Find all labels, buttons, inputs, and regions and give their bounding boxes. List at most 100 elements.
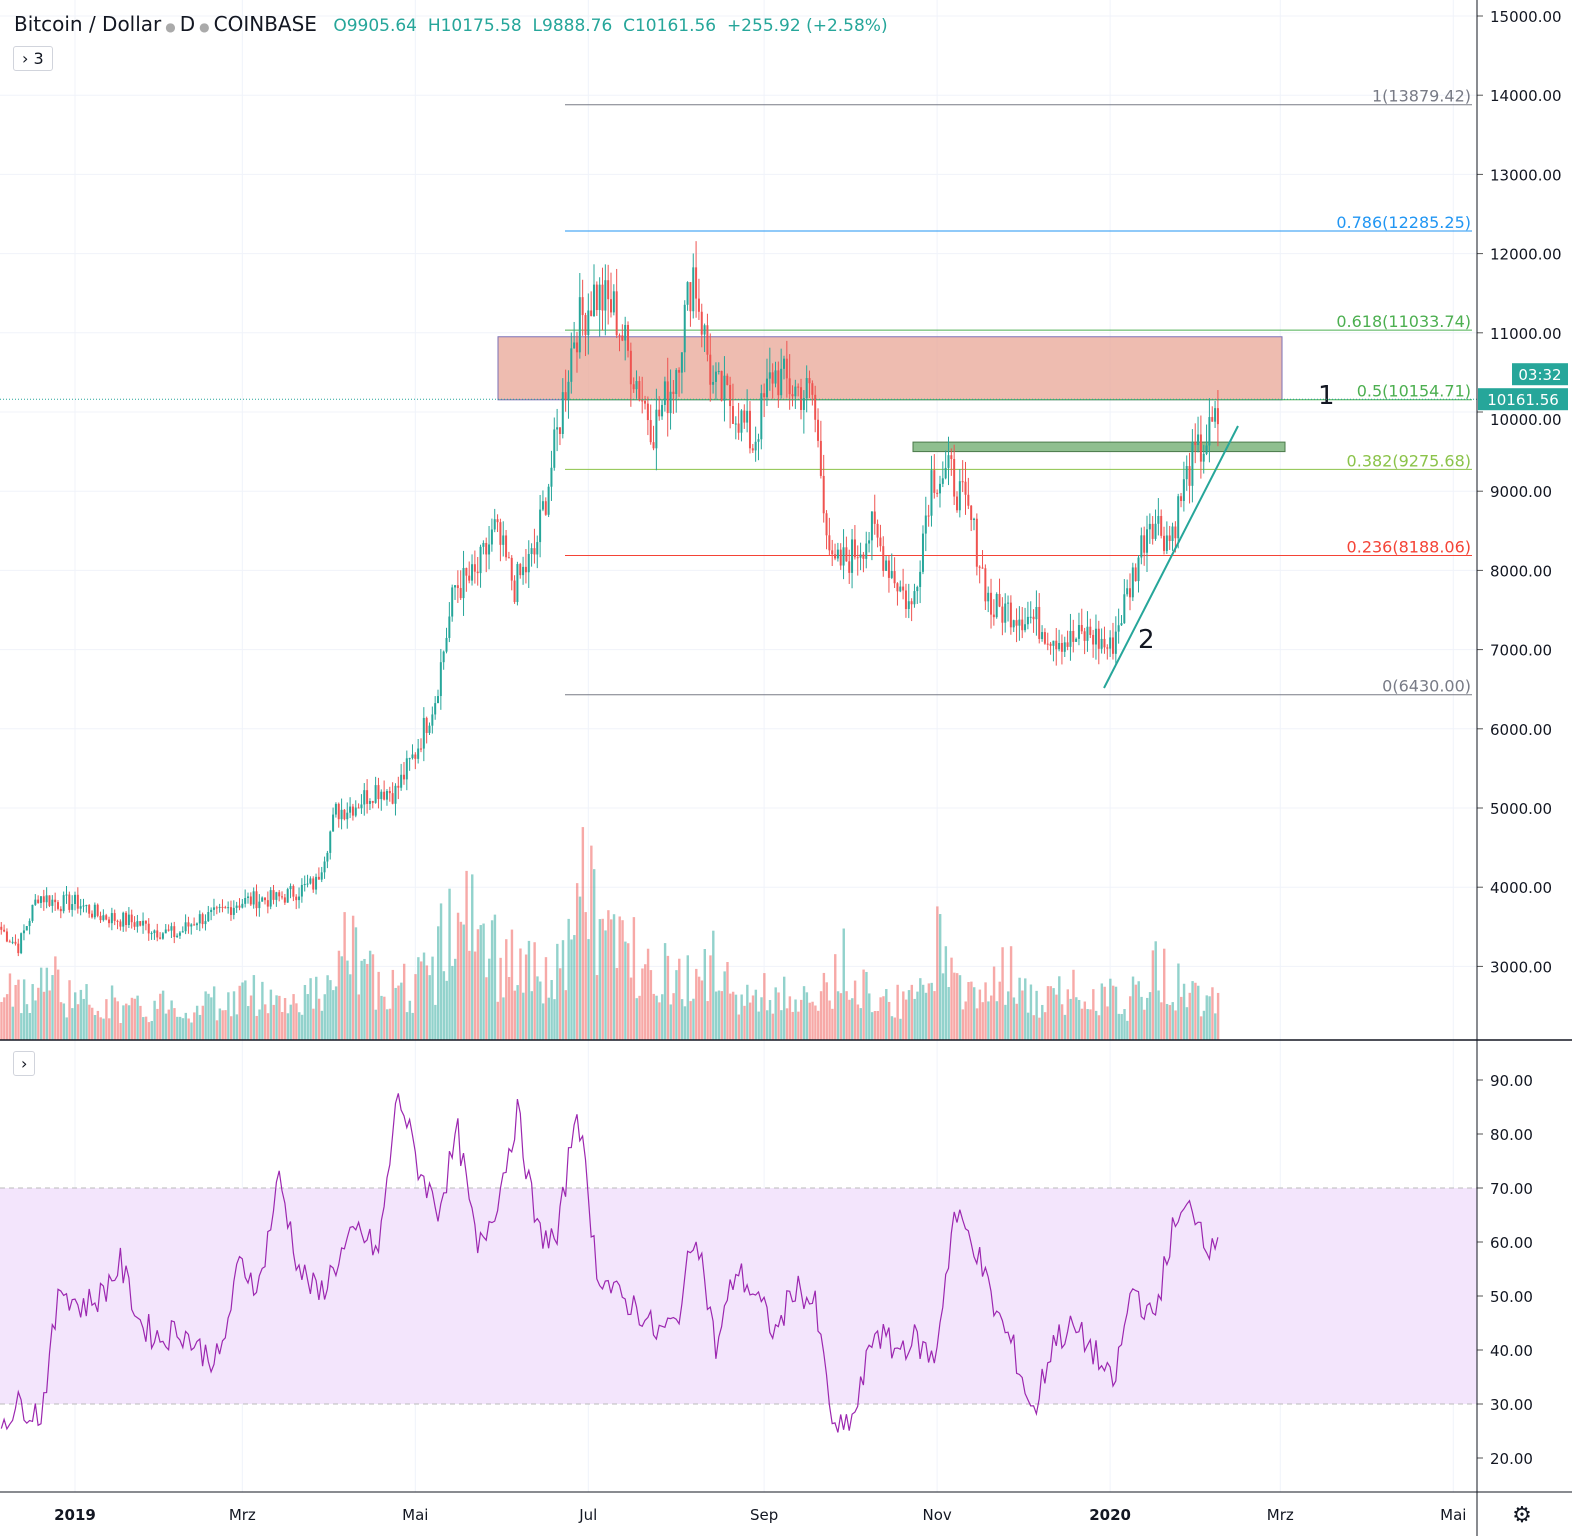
- candle-body: [587, 310, 590, 336]
- rsi-tick-label: 50.00: [1490, 1288, 1533, 1306]
- candle-body: [340, 809, 343, 820]
- candle-body: [556, 427, 559, 430]
- volume-bar: [312, 1008, 315, 1040]
- current-price-value: 10161.56: [1487, 391, 1559, 409]
- volume-bar: [125, 1003, 128, 1040]
- rsi-tick-label: 90.00: [1490, 1072, 1533, 1090]
- volume-bar: [1075, 997, 1078, 1040]
- candle-body: [147, 923, 150, 934]
- candle-body: [814, 394, 817, 420]
- volume-bar: [575, 883, 579, 1040]
- volume-bar: [303, 984, 307, 1040]
- volume-bar: [771, 1013, 775, 1040]
- volume-bar: [405, 1012, 409, 1040]
- candle-body: [975, 518, 978, 567]
- rsi-tick-label: 60.00: [1490, 1234, 1533, 1252]
- volume-bar: [904, 999, 908, 1040]
- candle-body: [1165, 535, 1168, 551]
- rsi-toggle-button[interactable]: ›: [13, 1051, 36, 1076]
- candle-body: [1211, 417, 1214, 422]
- candle-body: [190, 924, 193, 927]
- candle-body: [1058, 642, 1061, 650]
- candle-body: [785, 358, 788, 379]
- candle-body: [1123, 594, 1126, 624]
- volume-bar: [371, 954, 375, 1040]
- candle-body: [272, 890, 275, 900]
- volume-bar: [1100, 983, 1104, 1040]
- candle-body: [366, 790, 369, 804]
- volume-bar: [519, 948, 522, 1040]
- volume-bar: [828, 1000, 831, 1040]
- volume-bar: [530, 991, 533, 1040]
- volume-bar: [561, 940, 565, 1040]
- candle-body: [479, 546, 482, 574]
- candle-body: [468, 575, 471, 581]
- symbol-name[interactable]: Bitcoin / Dollar: [14, 12, 162, 36]
- volume-bar: [885, 989, 888, 1040]
- volume-bar: [1180, 996, 1183, 1040]
- candle-body: [238, 905, 241, 908]
- volume-bar: [717, 990, 721, 1040]
- volume-bar: [156, 1008, 159, 1040]
- time-tick-label: Nov: [923, 1506, 952, 1524]
- fib-level-label: 0(6430.00): [1382, 677, 1471, 696]
- volume-bar: [210, 997, 213, 1040]
- indicators-toggle-button[interactable]: › 3: [13, 46, 53, 71]
- volume-bar: [1032, 1015, 1035, 1040]
- interval[interactable]: D: [179, 12, 196, 36]
- volume-bar: [936, 906, 939, 1040]
- candle-body: [851, 539, 854, 573]
- gear-icon[interactable]: ⚙: [1512, 1503, 1532, 1528]
- volume-bar: [941, 973, 945, 1040]
- candle-body: [176, 935, 179, 937]
- candle-body: [298, 896, 301, 901]
- candle-body: [1120, 623, 1123, 626]
- candle-body: [748, 410, 751, 449]
- candle-body: [973, 518, 976, 521]
- candle-body: [295, 896, 298, 901]
- candle-body: [391, 793, 394, 804]
- candle-body: [927, 515, 930, 517]
- volume-bar: [184, 1012, 188, 1040]
- volume-bar: [907, 990, 911, 1040]
- candle-body: [1168, 535, 1171, 541]
- candle-body: [122, 912, 125, 927]
- volume-bar: [1083, 1001, 1087, 1040]
- candle-body: [184, 922, 187, 932]
- volume-bar: [385, 1009, 389, 1040]
- candle-body: [564, 392, 567, 401]
- candle-body: [108, 919, 111, 924]
- volume-bar: [564, 990, 568, 1040]
- candle-body: [130, 914, 133, 923]
- volume-bar: [788, 996, 792, 1040]
- candle-body: [227, 907, 230, 909]
- candle-body: [578, 297, 581, 353]
- volume-bar: [272, 1004, 275, 1040]
- volume-bar: [485, 977, 488, 1040]
- candle-body: [451, 587, 454, 617]
- volume-bar: [1043, 1012, 1047, 1040]
- candle-body: [689, 282, 692, 312]
- volume-bar: [11, 1006, 15, 1040]
- candle-body: [1151, 523, 1154, 539]
- volume-bar: [493, 914, 497, 1040]
- volume-bar: [227, 992, 230, 1040]
- candle-body: [595, 284, 598, 311]
- candle-body: [879, 537, 882, 547]
- candle-body: [442, 651, 445, 663]
- volume-bar: [567, 918, 570, 1040]
- volume-bar: [808, 1002, 811, 1040]
- candle-body: [717, 370, 720, 372]
- candle-body: [246, 896, 249, 898]
- volume-bar: [539, 981, 542, 1040]
- volume-bar: [933, 991, 936, 1040]
- volume-bar: [783, 976, 786, 1040]
- candle-body: [1177, 496, 1180, 539]
- candle-body: [320, 872, 323, 880]
- candle-body: [615, 291, 618, 336]
- volume-bar: [964, 1001, 967, 1040]
- volume-bar: [22, 979, 26, 1040]
- candle-body: [45, 895, 48, 903]
